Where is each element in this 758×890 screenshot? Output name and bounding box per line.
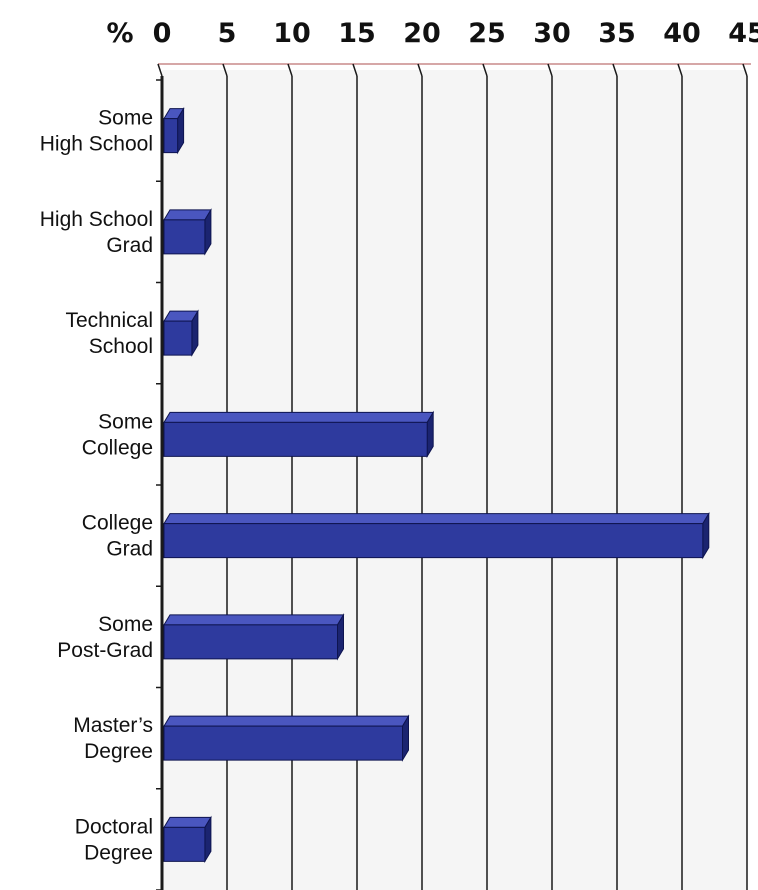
category-label-line: Grad bbox=[106, 538, 153, 561]
bar-top-face bbox=[163, 715, 410, 727]
bar-1 bbox=[163, 208, 212, 256]
category-label-7: Doctoral Degree bbox=[75, 815, 153, 864]
bar-top-face bbox=[163, 411, 435, 423]
bar-front-face bbox=[163, 826, 206, 862]
x-tick-label-30: 30 bbox=[533, 18, 571, 49]
category-label-line: Post-Grad bbox=[57, 639, 153, 662]
x-axis-tick-labels: % 0 5 10 15 20 25 30 35 40 45 bbox=[106, 18, 758, 49]
category-label-line: High School bbox=[40, 133, 153, 156]
bar-3 bbox=[163, 410, 435, 459]
gridline-cap-5 bbox=[222, 63, 228, 77]
category-label-line: Master’s bbox=[73, 714, 153, 737]
category-label-line: Degree bbox=[84, 740, 153, 763]
unit-label: % bbox=[106, 18, 133, 49]
category-label-line: School bbox=[89, 335, 153, 358]
bar-front-face bbox=[163, 523, 704, 559]
bar-front-face bbox=[163, 725, 403, 761]
bar-front-face bbox=[163, 118, 179, 154]
category-label-line: Grad bbox=[106, 234, 153, 257]
category-label-3: Some College bbox=[82, 410, 153, 459]
category-label-line: College bbox=[82, 512, 153, 535]
gridline-cap-10 bbox=[287, 63, 293, 77]
x-tick-label-40: 40 bbox=[663, 18, 701, 49]
bar-0 bbox=[163, 106, 185, 155]
plot-background bbox=[162, 70, 747, 890]
gridline-cap-20 bbox=[417, 63, 423, 77]
category-label-5: Some Post-Grad bbox=[57, 613, 153, 662]
bar-6 bbox=[163, 714, 410, 762]
category-label-line: Some bbox=[98, 107, 153, 130]
category-label-line: Some bbox=[98, 613, 153, 636]
bar-7 bbox=[163, 815, 212, 864]
bar-top-face bbox=[163, 816, 212, 828]
category-label-line: Some bbox=[98, 410, 153, 433]
category-label-1: High School Grad bbox=[40, 208, 153, 257]
x-tick-label-15: 15 bbox=[338, 18, 376, 49]
category-label-line: Degree bbox=[84, 841, 153, 864]
category-label-line: High School bbox=[40, 208, 153, 231]
category-label-4: College Grad bbox=[82, 512, 153, 561]
x-tick-label-35: 35 bbox=[598, 18, 636, 49]
bar-front-face bbox=[163, 421, 428, 457]
category-label-2: Technical School bbox=[65, 309, 153, 358]
bar-4 bbox=[163, 511, 710, 560]
category-label-line: Technical bbox=[65, 309, 153, 332]
gridline-cap-40 bbox=[677, 63, 683, 77]
gridline-cap-15 bbox=[352, 63, 358, 77]
category-label-line: Doctoral bbox=[75, 815, 153, 838]
gridline-cap-0 bbox=[157, 63, 163, 77]
bar-5 bbox=[163, 613, 345, 661]
category-label-0: Some High School bbox=[40, 107, 153, 156]
grid-lines bbox=[156, 63, 751, 890]
category-labels: Some High School High School Grad Technical S… bbox=[40, 107, 153, 865]
bar-front-face bbox=[163, 320, 193, 356]
gridline-cap-30 bbox=[547, 63, 553, 77]
bars bbox=[163, 106, 710, 864]
gridline-cap-45 bbox=[742, 63, 748, 77]
category-label-6: Master’s Degree bbox=[73, 714, 153, 763]
plot-area bbox=[162, 70, 747, 890]
x-tick-label-0: 0 bbox=[153, 18, 172, 49]
gridline-cap-25 bbox=[482, 63, 488, 77]
bar-front-face bbox=[163, 219, 206, 255]
bar-front-face bbox=[163, 624, 338, 660]
bar-top-face bbox=[163, 614, 345, 626]
x-tick-label-25: 25 bbox=[468, 18, 506, 49]
category-label-line: College bbox=[82, 436, 153, 459]
bar-top-face bbox=[163, 209, 212, 221]
x-tick-label-5: 5 bbox=[218, 18, 237, 49]
x-tick-label-20: 20 bbox=[403, 18, 441, 49]
gridline-cap-35 bbox=[612, 63, 618, 77]
bar-2 bbox=[163, 309, 199, 357]
x-tick-label-45: 45 bbox=[728, 18, 758, 49]
x-tick-label-10: 10 bbox=[273, 18, 311, 49]
bar-top-face bbox=[163, 513, 710, 525]
